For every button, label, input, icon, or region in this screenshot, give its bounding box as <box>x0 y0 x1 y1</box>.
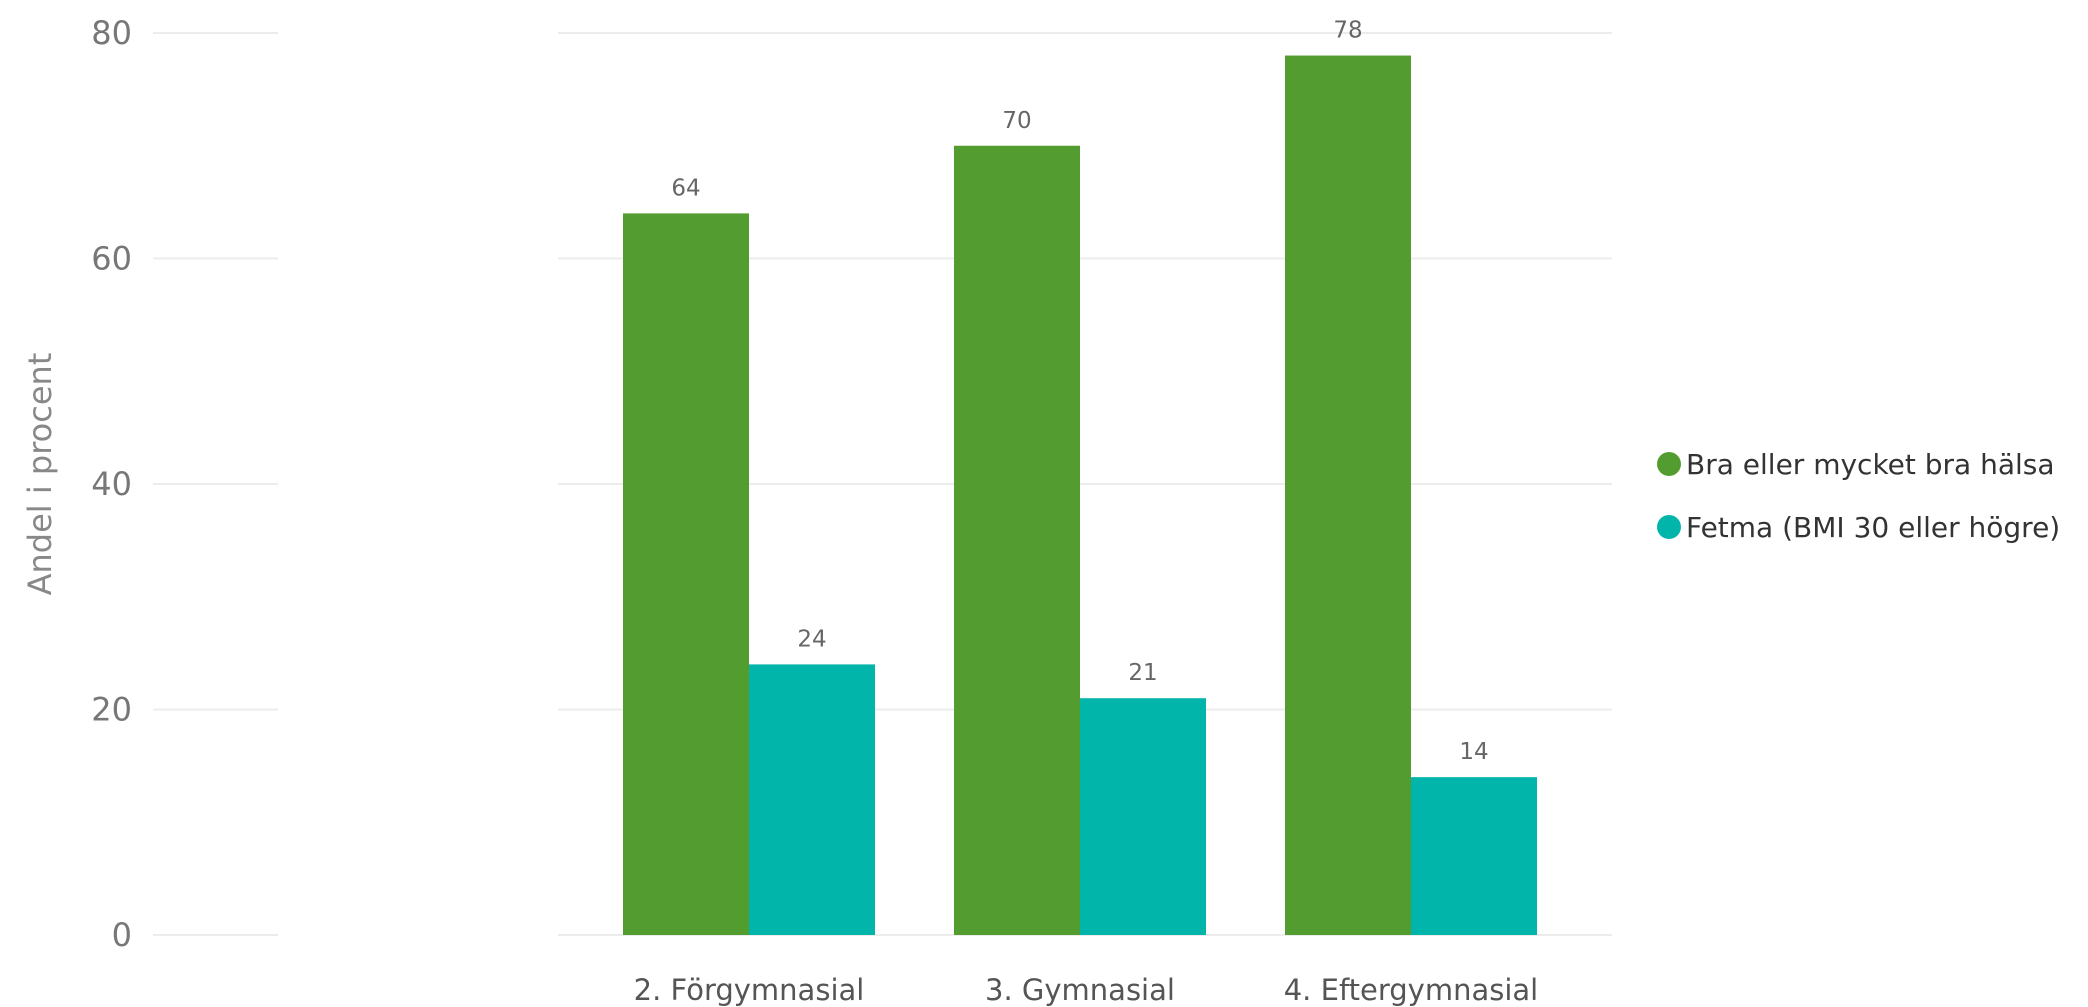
legend-label-0: Bra eller mycket bra hälsa <box>1686 448 2055 481</box>
bar-series0-cat2 <box>1285 55 1411 936</box>
y-tick-label-20: 20 <box>91 691 132 729</box>
x-axis-ticks: 2. Förgymnasial 3. Gymnasial 4. Eftergymna… <box>634 973 1539 1007</box>
y-axis-ticks: 0 20 40 60 80 <box>91 14 132 954</box>
legend: Bra eller mycket bra hälsa Fetma (BMI 30 … <box>1657 448 2060 544</box>
bar-series0-cat0 <box>623 213 749 935</box>
bar-series1-cat1 <box>1080 698 1206 935</box>
y-tick-label-80: 80 <box>91 14 132 52</box>
legend-item-0[interactable]: Bra eller mycket bra hälsa <box>1657 448 2055 481</box>
data-label-series1-cat2: 14 <box>1459 739 1488 765</box>
data-label-series0-cat1: 70 <box>1002 108 1031 134</box>
y-tick-label-0: 0 <box>112 916 132 954</box>
bars <box>623 55 1537 936</box>
data-label-series1-cat0: 24 <box>797 626 826 652</box>
bar-series0-cat1 <box>954 145 1080 935</box>
data-labels: 64 24 70 21 78 14 <box>671 18 1488 766</box>
x-tick-label-2: 4. Eftergymnasial <box>1284 973 1539 1007</box>
bar-series1-cat0 <box>749 664 875 935</box>
legend-marker-1 <box>1657 515 1681 539</box>
data-label-series1-cat1: 21 <box>1128 660 1157 686</box>
legend-label-1: Fetma (BMI 30 eller högre) <box>1686 511 2060 544</box>
data-label-series0-cat2: 78 <box>1333 18 1362 44</box>
x-tick-label-0: 2. Förgymnasial <box>634 973 865 1007</box>
legend-marker-0 <box>1657 452 1681 476</box>
data-label-series0-cat0: 64 <box>671 175 700 201</box>
y-tick-label-60: 60 <box>91 240 132 278</box>
x-tick-label-1: 3. Gymnasial <box>985 973 1175 1007</box>
y-axis-title: Andel i procent <box>21 353 59 596</box>
bar-series1-cat2 <box>1411 777 1537 935</box>
y-tick-label-40: 40 <box>91 465 132 503</box>
legend-item-1[interactable]: Fetma (BMI 30 eller högre) <box>1657 511 2060 544</box>
